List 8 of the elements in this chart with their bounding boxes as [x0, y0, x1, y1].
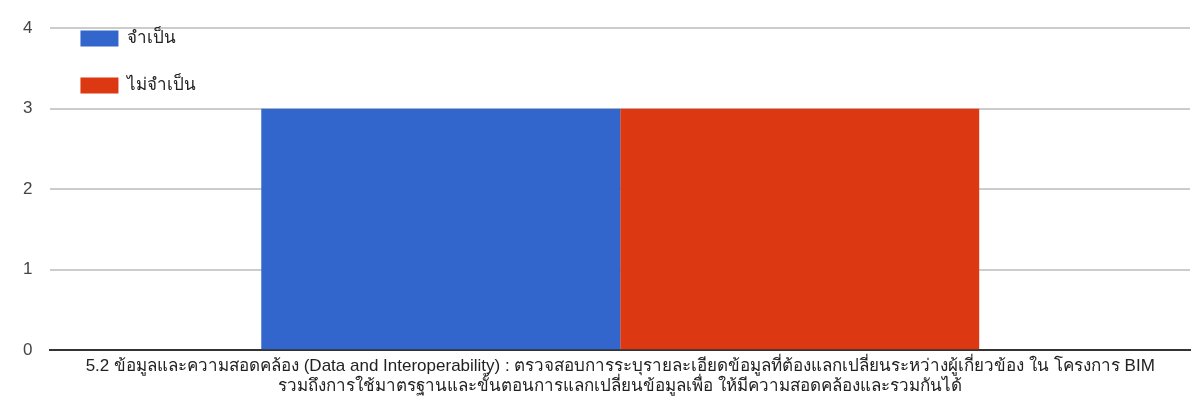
y-tick-label: 0 — [22, 339, 33, 359]
legend-label: จำเป็น — [126, 26, 176, 48]
legend-label: ไม่จำเป็น — [124, 73, 196, 95]
y-tick-label: 1 — [22, 259, 33, 279]
y-tick-label: 3 — [22, 98, 33, 118]
y-tick-label: 4 — [22, 17, 33, 37]
y-tick-label: 2 — [22, 178, 33, 198]
x-tick-label: 5.2 ข้อมูลและความสอดคล้อง (Data and Interoperability) : ตรวจสอบการระบุรายละเอียดข้อมูลที่ต้องแลกเปลี่ยนระหว่างผู้เกี่ยวข้อง ใน โครงการ BIM รวมถึงการใช้มาตรฐานและขั้นตอนการแลกเปลี่ยนข้อมูลเพื่อ ให้มีความสอดคล้องและรวมกันได้ — [85, 353, 1155, 397]
